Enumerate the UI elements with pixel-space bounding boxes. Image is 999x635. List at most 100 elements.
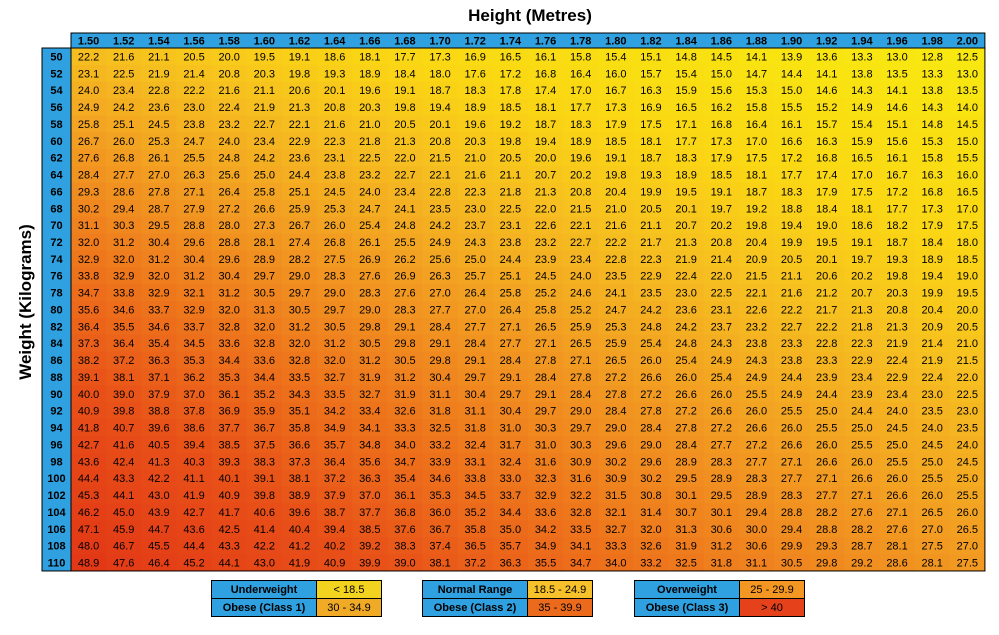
- cell-value: 20.5: [640, 203, 661, 215]
- heatmap-cell: [703, 132, 740, 150]
- cell-value: 29.2: [851, 558, 872, 570]
- cell-value: 45.5: [148, 541, 169, 553]
- cell-value: 30.6: [746, 541, 767, 553]
- cell-value: 27.7: [816, 490, 837, 502]
- heatmap-cell: [598, 368, 634, 386]
- cell-value: 24.3: [746, 355, 767, 367]
- cell-value: 23.5: [640, 288, 661, 300]
- heatmap-cell: [527, 132, 564, 150]
- heatmap-cell: [598, 317, 634, 336]
- heatmap-cell: [844, 419, 880, 437]
- heatmap-cell: [914, 149, 951, 167]
- heatmap-cell: [809, 199, 845, 218]
- heatmap-cell: [246, 486, 283, 504]
- heatmap-cell: [422, 368, 459, 386]
- heatmap-cell: [949, 182, 986, 201]
- heatmap-cell: [71, 419, 107, 437]
- cell-value: 43.0: [254, 558, 275, 570]
- heatmap-cell: [527, 419, 564, 437]
- heatmap-cell: [598, 469, 634, 488]
- heatmap-cell: [492, 402, 529, 420]
- heatmap-cell: [949, 48, 986, 66]
- heatmap-cell: [668, 98, 705, 116]
- heatmap-cell: [106, 351, 142, 369]
- heatmap-cell: [949, 334, 986, 353]
- cell-value: 21.5: [957, 355, 978, 367]
- cell-value: 19.9: [921, 288, 942, 300]
- heatmap-cell: [71, 250, 107, 268]
- cell-value: 23.1: [78, 68, 99, 80]
- heatmap-cell: [317, 452, 353, 471]
- heatmap-cell: [703, 149, 740, 167]
- cell-value: 19.5: [254, 51, 275, 63]
- heatmap-cell: [457, 554, 494, 572]
- cell-value: 20.0: [957, 304, 978, 316]
- cell-value: 30.5: [324, 321, 345, 333]
- heatmap-cell: [246, 317, 283, 336]
- heatmap-cell: [703, 452, 740, 471]
- heatmap-cell: [563, 81, 599, 100]
- heatmap-cell: [563, 132, 599, 150]
- cell-value: 21.1: [781, 271, 802, 283]
- cell-value: 24.5: [921, 439, 942, 451]
- heatmap-cell: [774, 317, 810, 336]
- heatmap-cell: [738, 317, 775, 336]
- cell-value: 14.9: [851, 102, 872, 114]
- heatmap-cell: [949, 317, 986, 336]
- heatmap-cell: [598, 351, 634, 369]
- heatmap-cell: [809, 452, 845, 471]
- cell-value: 27.5: [957, 558, 978, 570]
- heatmap-cell: [352, 436, 388, 454]
- heatmap-cell: [633, 503, 669, 521]
- heatmap-cell: [703, 351, 740, 369]
- cell-value: 15.8: [570, 51, 591, 63]
- heatmap-cell: [281, 402, 318, 420]
- heatmap-cell: [387, 267, 423, 285]
- cell-value: 31.1: [78, 220, 99, 232]
- heatmap-cell: [457, 64, 494, 83]
- cell-value: 21.6: [465, 170, 486, 182]
- cell-value: 22.7: [781, 321, 802, 333]
- heatmap-cell: [809, 81, 845, 100]
- cell-value: 46.2: [78, 507, 99, 519]
- heatmap-cell: [598, 503, 634, 521]
- heatmap-cell: [598, 385, 634, 403]
- heatmap-cell: [457, 385, 494, 403]
- heatmap-cell: [703, 368, 740, 386]
- heatmap-cell: [176, 233, 212, 251]
- heatmap-cell: [317, 132, 353, 150]
- heatmap-cell: [141, 452, 177, 471]
- heatmap-cell: [668, 132, 705, 150]
- cell-value: 13.0: [957, 68, 978, 80]
- column-header-label: 1.96: [886, 36, 907, 48]
- cell-value: 26.0: [675, 372, 696, 384]
- heatmap-cell: [527, 166, 564, 184]
- heatmap-cell: [106, 537, 142, 555]
- heatmap-cell: [598, 537, 634, 555]
- cell-value: 20.7: [535, 170, 556, 182]
- cell-value: 30.4: [429, 372, 450, 384]
- heatmap-cell: [563, 419, 599, 437]
- cell-value: 32.0: [640, 524, 661, 536]
- heatmap-cell: [527, 520, 564, 538]
- heatmap-cell: [492, 334, 529, 353]
- cell-value: 24.0: [78, 85, 99, 97]
- cell-value: 44.7: [148, 524, 169, 536]
- heatmap-cell: [774, 334, 810, 353]
- cell-value: 37.7: [359, 507, 380, 519]
- heatmap-cell: [668, 436, 705, 454]
- cell-value: 37.3: [289, 456, 310, 468]
- cell-value: 26.2: [394, 254, 415, 266]
- heatmap-cell: [422, 385, 459, 403]
- cell-value: 15.9: [851, 136, 872, 148]
- cell-value: 21.0: [359, 119, 380, 131]
- heatmap-cell: [774, 402, 810, 420]
- cell-value: 17.0: [570, 85, 591, 97]
- cell-value: 32.1: [605, 507, 626, 519]
- cell-value: 32.1: [183, 288, 204, 300]
- cell-value: 23.6: [289, 153, 310, 165]
- cell-value: 33.7: [500, 490, 521, 502]
- heatmap-cell: [71, 486, 107, 504]
- heatmap-cell: [211, 368, 248, 386]
- heatmap-cell: [598, 233, 634, 251]
